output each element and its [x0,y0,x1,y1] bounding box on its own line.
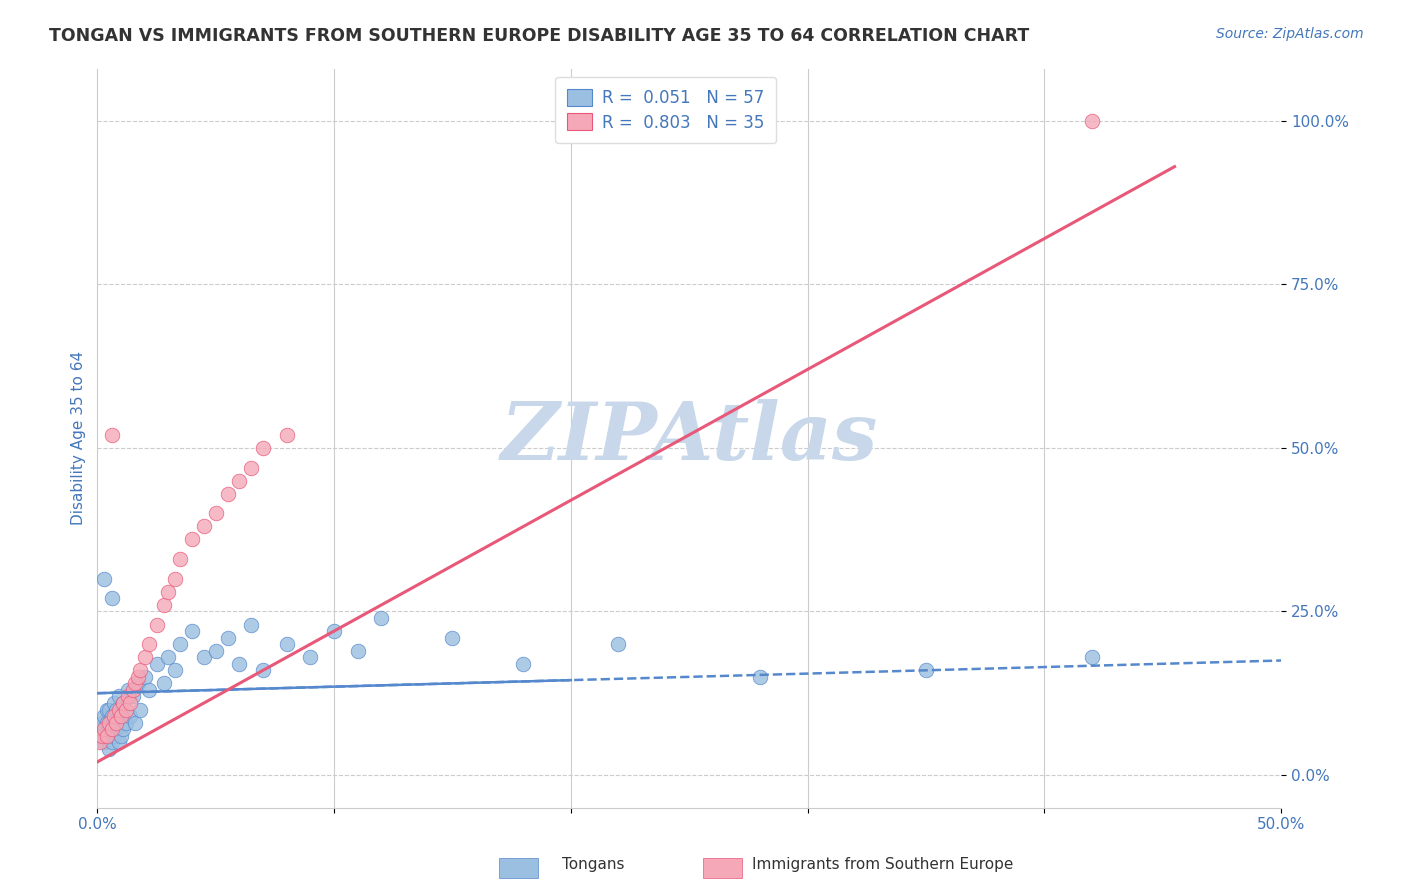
Point [93,709,115,723]
Point [165,572,187,586]
Point [98,722,121,736]
Point [100,591,122,606]
Point [103,709,125,723]
Point [121,690,143,704]
Point [112,696,135,710]
Point [93,722,115,736]
Point [165,663,187,677]
Point [89,722,111,736]
Point [105,702,128,716]
Point [607,637,630,651]
Point [124,715,146,730]
Point [98,741,121,756]
Point [181,533,204,547]
Point [157,584,180,599]
Point [129,663,152,677]
Point [204,506,226,520]
Text: ZIPAtlas: ZIPAtlas [501,400,877,477]
Point [110,709,132,723]
Point [240,617,263,632]
Point [107,702,129,716]
Point [117,690,139,704]
Point [370,611,392,625]
Point [107,735,129,749]
Point [134,670,156,684]
Point [110,729,132,743]
Point [749,670,772,684]
Y-axis label: Disability Age 35 to 64: Disability Age 35 to 64 [72,351,86,525]
Point [98,715,121,730]
Point [98,702,121,716]
Point [193,519,215,533]
Text: Tongans: Tongans [562,857,624,872]
Point [441,631,464,645]
Point [512,657,534,671]
Point [169,637,191,651]
Point [152,598,174,612]
Point [276,427,298,442]
Point [193,650,215,665]
Point [252,663,274,677]
Point [181,624,204,638]
Point [91,729,114,743]
Text: Source: ZipAtlas.com: Source: ZipAtlas.com [1216,27,1364,41]
Point [114,702,136,716]
Point [93,572,115,586]
Point [228,474,250,488]
Point [89,735,111,749]
Point [100,735,122,749]
Point [93,735,115,749]
Point [1080,113,1102,128]
Point [120,709,142,723]
Point [96,729,118,743]
Point [91,715,114,730]
Point [169,552,191,566]
Point [121,682,143,697]
Point [240,460,263,475]
Point [105,715,128,730]
Point [127,670,149,684]
Point [127,676,149,690]
Text: Immigrants from Southern Europe: Immigrants from Southern Europe [752,857,1014,872]
Point [96,702,118,716]
Point [134,650,156,665]
Point [299,650,322,665]
Point [103,729,125,743]
Point [252,441,274,455]
Point [276,637,298,651]
Point [323,624,346,638]
Point [103,696,125,710]
Point [110,709,132,723]
Point [217,486,239,500]
Point [107,690,129,704]
Point [124,676,146,690]
Point [117,682,139,697]
Point [228,657,250,671]
Point [915,663,938,677]
Point [152,676,174,690]
Point [100,427,122,442]
Point [129,702,152,716]
Point [346,643,368,657]
Point [1080,650,1102,665]
Point [112,696,135,710]
Point [157,650,180,665]
Point [120,696,142,710]
Point [105,722,128,736]
Point [145,617,167,632]
Point [100,709,122,723]
Point [96,729,118,743]
Legend: R =  0.051   N = 57, R =  0.803   N = 35: R = 0.051 N = 57, R = 0.803 N = 35 [555,77,776,144]
Point [112,722,135,736]
Point [91,729,114,743]
Text: TONGAN VS IMMIGRANTS FROM SOUTHERN EUROPE DISABILITY AGE 35 TO 64 CORRELATION CH: TONGAN VS IMMIGRANTS FROM SOUTHERN EUROP… [49,27,1029,45]
Point [100,722,122,736]
Point [96,715,118,730]
Point [138,682,160,697]
Point [145,657,167,671]
Point [114,715,136,730]
Point [138,637,160,651]
Point [217,631,239,645]
Point [204,643,226,657]
